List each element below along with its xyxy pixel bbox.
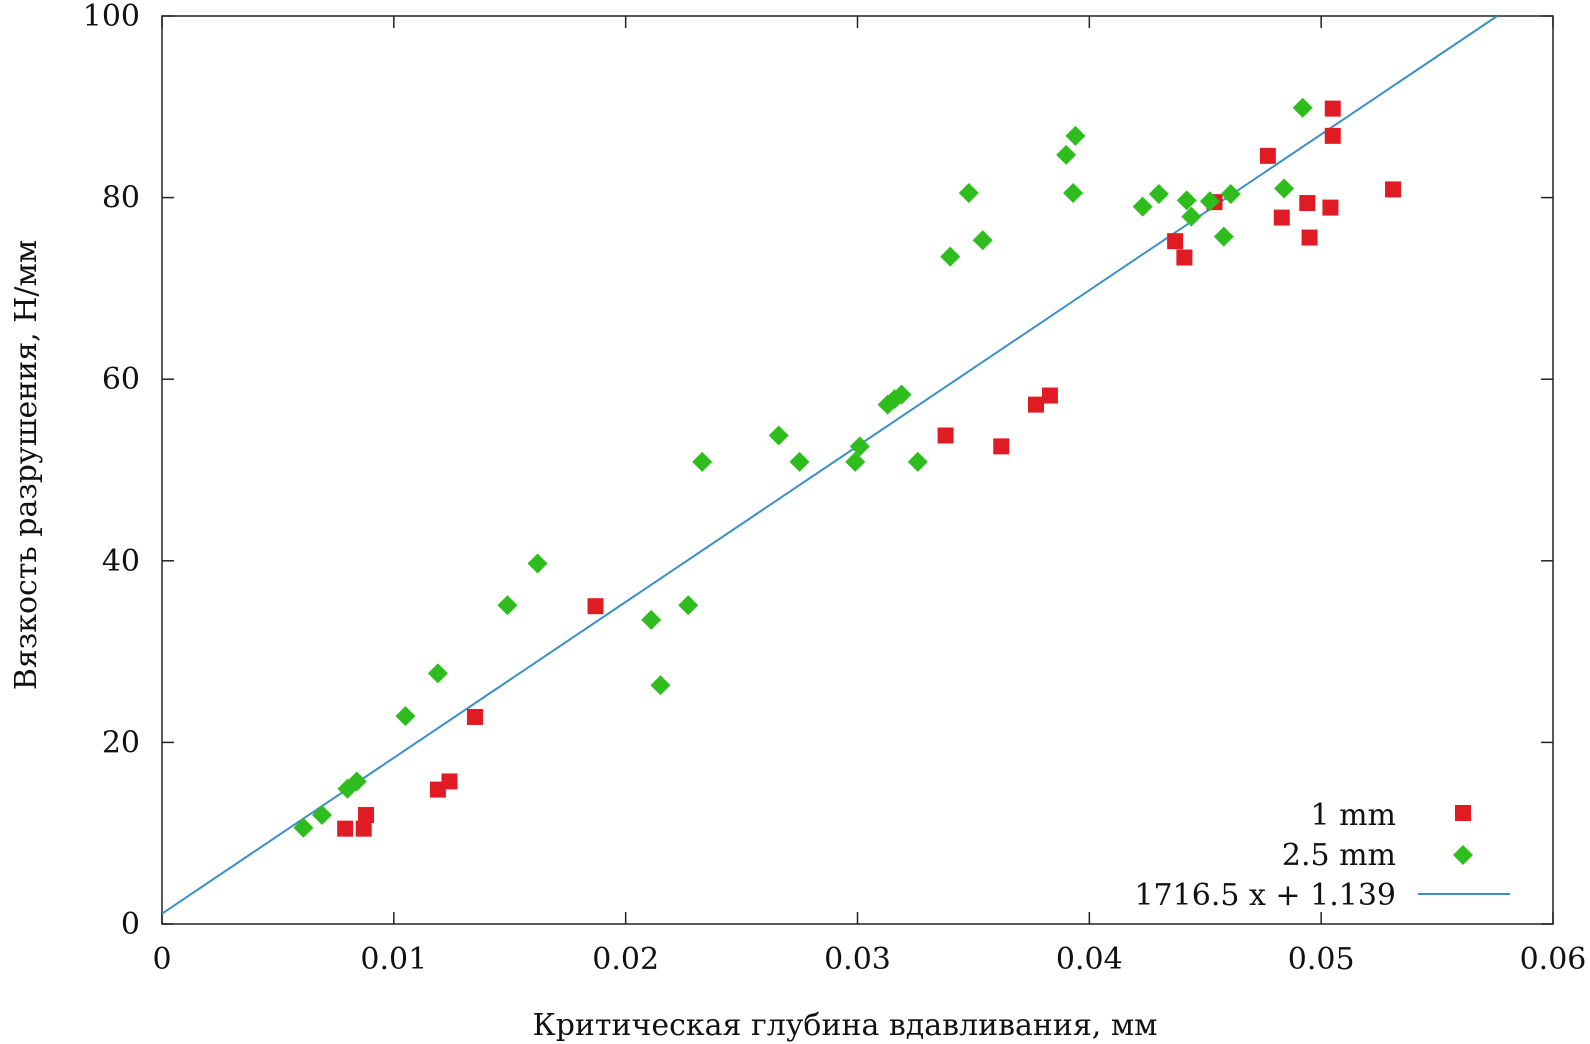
point-2-5mm — [678, 595, 699, 616]
x-tick-label: 0.02 — [592, 942, 659, 977]
point-2-5mm — [1213, 226, 1234, 247]
point-2-5mm — [527, 553, 548, 574]
point-1mm — [1385, 181, 1402, 198]
point-1mm — [337, 820, 354, 837]
point-1mm — [355, 820, 372, 837]
point-1mm — [1322, 199, 1339, 216]
point-2-5mm — [940, 246, 961, 267]
y-tick-label: 60 — [102, 362, 140, 397]
point-2-5mm — [641, 609, 662, 630]
data-points-layer — [293, 97, 1402, 838]
point-2-5mm — [1065, 125, 1086, 146]
legend-label-2-5mm: 2.5 mm — [1282, 838, 1396, 873]
tick-labels: 0 0.01 0.02 0.03 0.04 0.05 0.06 0 20 40 60 80 100 — [83, 0, 1587, 977]
point-1mm — [937, 427, 954, 444]
point-1mm — [1176, 249, 1193, 266]
point-1mm — [1301, 229, 1318, 246]
point-2-5mm — [497, 595, 518, 616]
x-tick-label: 0.04 — [1056, 942, 1123, 977]
point-2-5mm — [293, 817, 314, 838]
point-1mm — [1259, 147, 1276, 164]
point-2-5mm — [395, 706, 416, 727]
point-1mm — [1324, 127, 1341, 144]
point-2-5mm — [768, 425, 789, 446]
x-tick-label: 0 — [152, 942, 171, 977]
y-tick-label: 40 — [102, 544, 140, 579]
point-1mm — [1324, 100, 1341, 117]
point-2-5mm — [1132, 196, 1153, 217]
point-2-5mm — [1274, 178, 1295, 199]
point-1mm — [1273, 209, 1290, 226]
axis-ticks — [161, 15, 1554, 925]
x-tick-label: 0.03 — [824, 942, 891, 977]
point-2-5mm — [958, 183, 979, 204]
point-2-5mm — [692, 451, 713, 472]
fit-line — [161, 15, 1498, 915]
y-tick-label: 0 — [121, 907, 140, 942]
x-tick-label: 0.06 — [1520, 942, 1587, 977]
legend-marker-1mm — [1455, 805, 1471, 821]
point-2-5mm — [1176, 190, 1197, 211]
legend-label-1mm: 1 mm — [1310, 798, 1396, 833]
point-1mm — [1028, 396, 1045, 413]
point-1mm — [466, 708, 483, 725]
point-2-5mm — [1148, 183, 1169, 204]
x-tick-label: 0.05 — [1288, 942, 1355, 977]
point-2-5mm — [1063, 183, 1084, 204]
legend-marker-2-5mm — [1453, 845, 1473, 865]
y-axis-title: Вязкость разрушения, Н/мм — [9, 240, 44, 690]
point-2-5mm — [789, 451, 810, 472]
y-tick-label: 20 — [102, 725, 140, 760]
y-tick-label: 100 — [83, 0, 140, 34]
point-1mm — [993, 438, 1010, 455]
legend: 1 mm 2.5 mm 1716.5 x + 1.139 — [1134, 798, 1510, 913]
x-axis-title: Критическая глубина вдавливания, мм — [532, 1008, 1157, 1043]
point-2-5mm — [1056, 144, 1077, 165]
point-2-5mm — [427, 663, 448, 684]
fit-line-layer — [161, 15, 1498, 915]
legend-label-fit: 1716.5 x + 1.139 — [1134, 878, 1396, 913]
point-2-5mm — [891, 384, 912, 405]
y-tick-label: 80 — [102, 181, 140, 216]
plot-border — [161, 15, 1554, 925]
point-2-5mm — [311, 805, 332, 826]
point-2-5mm — [845, 451, 866, 472]
point-2-5mm — [972, 230, 993, 251]
point-2-5mm — [346, 771, 367, 792]
plot-area — [161, 15, 1554, 925]
point-1mm — [1167, 233, 1184, 250]
point-2-5mm — [1181, 206, 1202, 227]
point-1mm — [441, 773, 458, 790]
point-1mm — [1041, 387, 1058, 404]
x-tick-label: 0.01 — [360, 942, 427, 977]
point-1mm — [358, 807, 375, 824]
point-2-5mm — [1220, 183, 1241, 204]
point-2-5mm — [907, 451, 928, 472]
point-1mm — [587, 598, 604, 615]
point-2-5mm — [1199, 191, 1220, 212]
point-2-5mm — [1292, 97, 1313, 118]
point-1mm — [1299, 195, 1316, 212]
point-2-5mm — [650, 675, 671, 696]
point-2-5mm — [849, 436, 870, 457]
